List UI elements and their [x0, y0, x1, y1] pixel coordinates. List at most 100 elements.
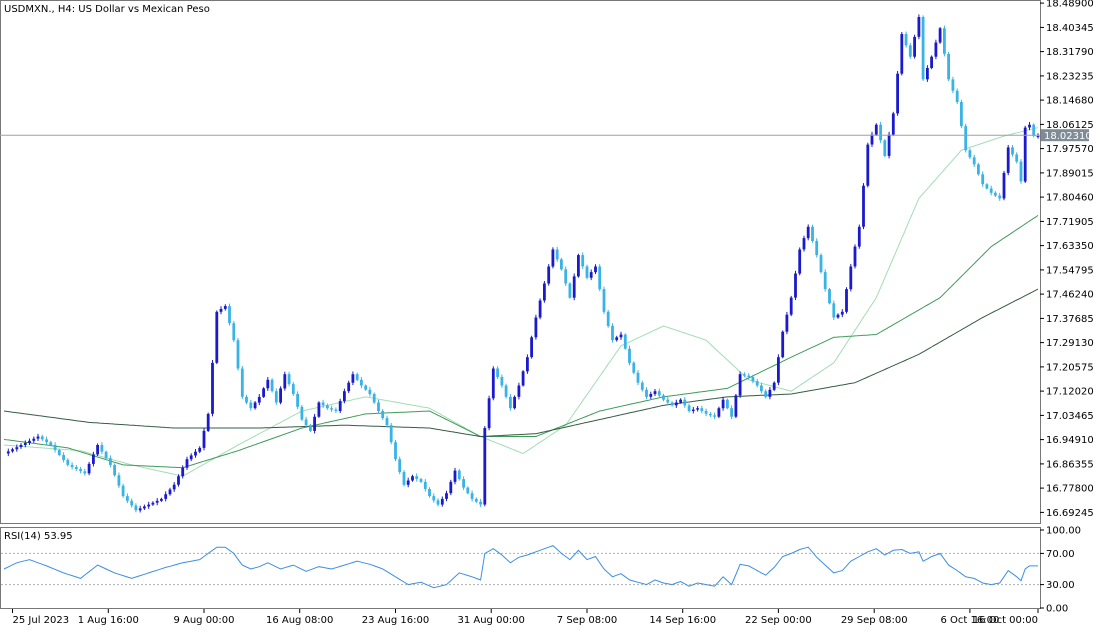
candle-body [926, 68, 929, 80]
candle-body [615, 337, 619, 341]
candle-body [419, 479, 423, 482]
candle-body [164, 494, 168, 499]
candle-body [747, 375, 751, 377]
time-axis-label: 7 Sep 08:00 [557, 615, 617, 626]
time-axis-label: 29 Sep 08:00 [841, 615, 908, 626]
candle-body [917, 17, 921, 37]
candle-body [896, 73, 899, 114]
candle-body [74, 467, 78, 470]
time-axis-label: 25 Jul 2023 [13, 615, 70, 626]
candle-body [828, 289, 831, 304]
candle-body [594, 266, 597, 273]
candle-body [845, 289, 848, 312]
candle-body [823, 272, 827, 290]
candle-body [891, 113, 895, 135]
candle-body [215, 311, 219, 363]
candle-body [798, 249, 802, 274]
candle-body [1011, 147, 1014, 155]
candle-body [874, 124, 878, 135]
candle-body [853, 246, 857, 267]
candle-body [726, 399, 729, 409]
candle-body [670, 402, 674, 406]
candle-body [121, 485, 125, 497]
chart-symbol-title: USDMXN., H4: US Dollar vs Mexican Peso [4, 4, 210, 15]
candle-body [432, 496, 436, 501]
candle-body [368, 389, 372, 395]
candle-body [428, 489, 431, 497]
candle-body [304, 419, 308, 426]
candle-body [640, 382, 644, 390]
candle-body [415, 476, 419, 479]
candle-body [547, 266, 551, 284]
candle-body [364, 385, 368, 390]
candle-body [257, 396, 261, 403]
candle-body [28, 440, 31, 443]
candle-body [717, 408, 721, 417]
candle-body [177, 476, 180, 485]
candle-body [57, 450, 61, 455]
candle-body [862, 185, 865, 227]
time-axis: 25 Jul 2023 1 Aug 16:00 9 Aug 00:00 16 Aug … [12, 609, 1039, 626]
candle-body [887, 134, 891, 156]
candle-body [249, 402, 253, 409]
candle-body [832, 303, 836, 318]
candle-body [483, 428, 487, 505]
candle-body [83, 471, 87, 474]
rsi-axis-label: 100.00 [1046, 526, 1081, 537]
candle-body [147, 504, 151, 507]
price-axis-label: 17.63350 [1046, 241, 1094, 252]
candle-body [138, 508, 142, 511]
candle-body [934, 42, 938, 57]
rsi-chart-frame [0, 527, 1041, 609]
candle-body [1002, 172, 1006, 199]
candle-body [206, 413, 210, 431]
candle-body [334, 409, 338, 411]
candle-body [266, 379, 270, 389]
candle-body [32, 438, 36, 441]
candle-body [598, 266, 602, 290]
candle-body [662, 395, 665, 400]
candle-body [326, 405, 329, 409]
price-axis-label: 17.46240 [1046, 290, 1094, 301]
candle-body [11, 449, 14, 452]
candle-body [270, 379, 274, 392]
candle-body [385, 418, 389, 426]
candle-body [470, 493, 474, 499]
candle-body [70, 464, 74, 467]
candle-body [645, 389, 648, 397]
candle-body [849, 266, 853, 290]
candle-body [457, 470, 461, 480]
candle-body [819, 255, 823, 273]
candle-body [530, 337, 533, 358]
candle-body [572, 276, 576, 298]
candle-body [155, 500, 159, 503]
candle-body [526, 357, 529, 372]
candle-body [606, 311, 610, 326]
candle-body [568, 283, 572, 298]
time-axis-label: 23 Aug 16:00 [362, 615, 429, 626]
candle-body [1023, 127, 1027, 182]
candle-body [291, 384, 295, 394]
candle-body [66, 459, 70, 465]
candle-body [811, 226, 814, 241]
main-chart-frame [0, 0, 1041, 524]
candle-body [560, 259, 563, 270]
candle-body [666, 399, 670, 403]
candle-body [87, 463, 91, 474]
candle-body [6, 451, 10, 454]
candle-body [589, 272, 593, 278]
candle-body [287, 374, 291, 385]
time-axis-label: 14 Sep 16:00 [649, 615, 716, 626]
candle-body [649, 394, 653, 397]
price-axis-label: 16.77800 [1046, 484, 1094, 495]
candle-body [436, 500, 440, 505]
price-axis-label: 17.80460 [1046, 193, 1094, 204]
price-axis-label: 18.31790 [1046, 47, 1094, 58]
candle-body [45, 439, 48, 443]
candle-body [602, 289, 606, 312]
current-price-label: 18.02310 [1044, 131, 1092, 142]
candle-body [474, 498, 478, 502]
candle-body [104, 451, 108, 459]
